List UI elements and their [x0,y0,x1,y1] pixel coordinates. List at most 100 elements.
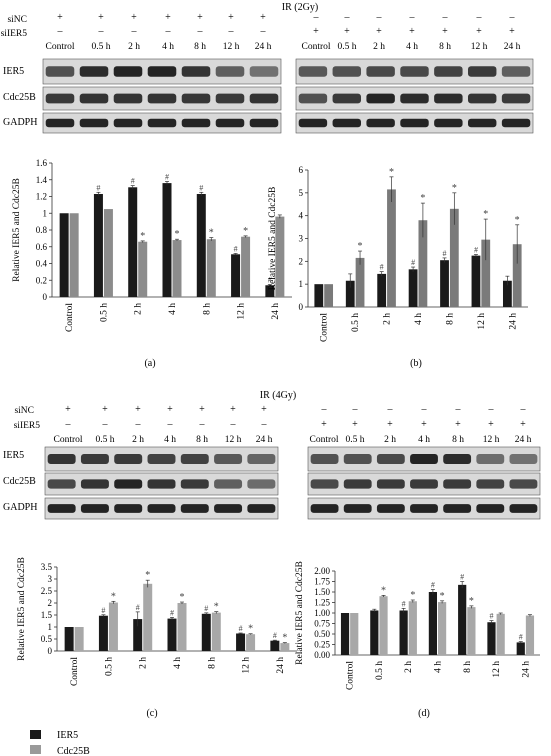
top-left-cdc25b-blot-band-0 [45,93,75,104]
bar-ier5-3 [428,592,437,655]
y-tick-label: 0.6 [36,242,48,252]
bottom-left-gadph-blot-band-0 [47,504,76,513]
bottom-right-sinc-sign-2: – [387,404,394,415]
bottom-right-timepoint-2: 2 h [384,435,396,445]
y-tick-label: 1.50 [314,587,330,597]
significance-mark: * [175,229,180,240]
top-right-ier5-blot-band-3 [400,66,429,77]
bar-cdc25b-1 [355,257,365,307]
significance-mark: # [101,606,105,615]
top-right-gadph-blot-band-5 [467,118,497,128]
x-tick-label: 2 h [404,661,414,673]
x-tick-label: 8 h [207,657,217,669]
bottom-left-cdc25b-blot-band-1 [80,479,109,489]
legend-label-cdc25b: Cdc25B [57,746,90,756]
bottom-right-timepoint-5: 12 h [483,435,500,445]
bar-cdc25b-2 [138,241,148,297]
significance-mark: * [389,167,394,178]
bottom-right-siier5-sign-1: + [352,419,358,430]
bar-ier5-1 [98,615,108,651]
bottom-right-siier5-sign-5: + [488,419,494,430]
bar-cdc25b-6 [512,244,522,307]
bottom-right-cdc25b-blot-band-4 [443,479,472,489]
x-tick-label: Control [320,313,330,342]
blot-label-ier5-top: IER5 [3,66,24,77]
bottom-right-sinc-sign-0: – [321,404,328,415]
top-right-gadph-blot-band-0 [298,118,328,128]
top-western-blots [42,58,534,134]
top-right-cdc25b-blot-band-2 [366,93,395,104]
bottom-left-siier5-sign-2: – [135,419,142,430]
top-right-cdc25b-blot-band-4 [434,93,463,104]
y-tick-label: 0.00 [314,650,330,660]
bar-cdc25b-2 [387,189,396,307]
bottom-left-sinc-sign-3: + [167,404,173,415]
bottom-right-sinc-sign-5: – [488,404,495,415]
x-tick-label: 24 h [521,661,531,678]
bottom-left-sinc-sign-1: + [102,404,108,415]
significance-mark: # [165,172,169,181]
bar-cdc25b-5 [241,236,251,297]
top-right-siier5-sign-4: + [442,26,448,37]
sinc-label-top: siNC [7,15,27,25]
bar-ier5-5 [471,255,481,307]
top-right-gadph-blot-band-4 [434,118,463,128]
significance-mark: # [268,275,272,284]
bar-cdc25b-0 [69,213,79,297]
blot-label-cdc25b-bottom: Cdc25B [3,476,36,487]
x-tick-label: 12 h [477,313,487,330]
top-left-gadph-blot-band-6 [249,118,279,128]
significance-mark: * [358,241,363,252]
x-tick-label: 24 h [271,303,281,320]
x-tick-label: 8 h [463,661,473,673]
bar-ier5-1 [370,610,379,655]
bottom-left-gadph-blot-band-2 [114,504,143,513]
bar-cdc25b-3 [172,240,182,297]
top-right-siier5-sign-3: + [409,26,415,37]
blot-label-ier5-bottom: IER5 [3,450,24,461]
bottom-left-siier5-sign-1: – [102,419,109,430]
bar-cdc25b-6 [280,643,290,651]
x-tick-label: 8 h [445,313,455,325]
significance-mark: * [214,602,219,613]
bottom-right-gadph-blot-band-2 [376,504,405,513]
significance-mark: * [440,591,445,602]
bottom-right-ier5-blot-band-0 [310,453,339,465]
bar-ier5-4 [458,584,467,655]
y-tick-label: 0.25 [314,640,330,650]
top-right-gadph-blot-band-6 [501,118,531,128]
top-left-cdc25b-blot-band-6 [249,93,279,104]
y-axis-label: Relative IER5 and Cdc25B [17,557,27,661]
panel-label-b: (b) [410,358,422,369]
bar-cdc25b-4 [211,612,221,651]
bottom-right-cdc25b-blot-band-6 [509,479,538,489]
top-right-timepoint-row: Control 0.5 h 2 h 4 h 8 h 12 h 24 h [301,42,520,52]
top-left-cdc25b-blot-band-2 [113,93,143,104]
significance-mark: # [199,183,203,192]
y-tick-label: 5 [299,188,304,198]
bar-ier5-3 [162,183,172,297]
x-tick-label: 2 h [383,313,393,325]
siier5-label-bottom: siIER5 [14,421,41,431]
bottom-right-sinc-sign-1: – [352,404,359,415]
top-right-siier5-sign-5: + [476,26,482,37]
bottom-right-gadph-blot-band-5 [476,504,505,513]
bottom-left-timepoint-6: 24 h [256,435,273,445]
top-left-gadph-blot-band-4 [181,118,211,128]
y-tick-label: 2 [48,598,53,608]
y-tick-label: 1.00 [314,608,330,618]
bottom-western-blots [44,446,541,520]
bar-ier5-6 [516,642,525,655]
significance-mark: # [131,177,135,186]
bar-ier5-0 [64,627,74,651]
bar-cdc25b-0 [350,613,359,655]
top-right-ier5-blot-band-2 [366,66,395,77]
top-right-gadph-blot-band-3 [400,118,429,128]
bar-ier5-5 [236,633,246,651]
blot-label-gadph-bottom: GADPH [3,502,37,513]
significance-mark: * [248,624,253,635]
y-tick-label: 3.5 [41,562,53,572]
x-tick-label: 4 h [168,303,178,315]
bottom-right-siier5-sign-0: + [321,419,327,430]
significance-mark: # [273,631,277,640]
